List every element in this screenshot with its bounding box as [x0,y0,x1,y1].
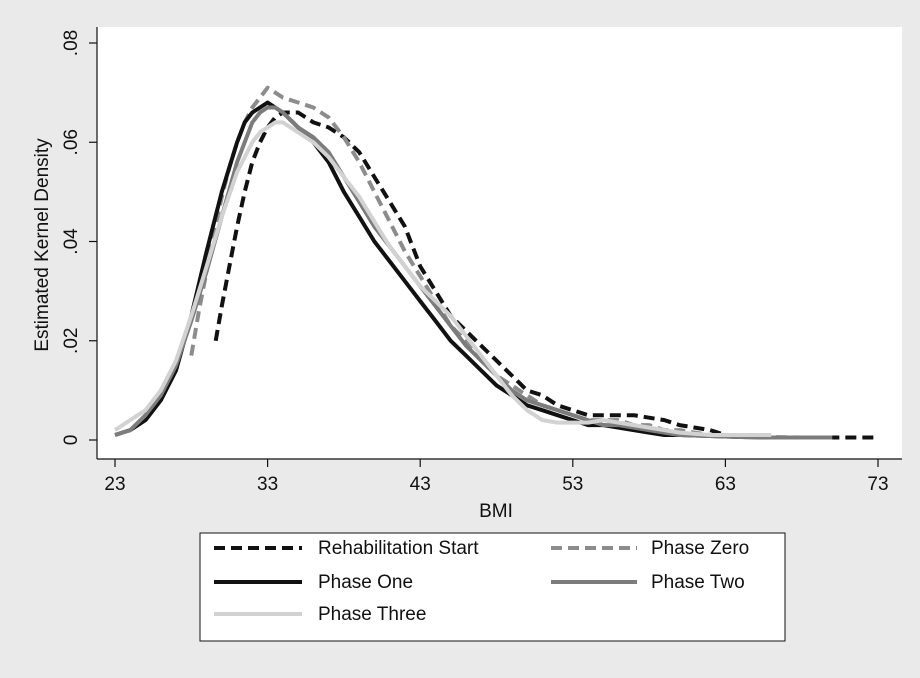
legend: Rehabilitation Start Phase Zero Phase One P… [214,538,749,625]
series-line-5 [113,120,772,437]
legend-label-3: Phase One [318,572,413,593]
x-tick-label: 73 [867,474,888,495]
plot-area [97,27,902,459]
x-axis-ticks: 23 33 43 53 63 73 [104,459,889,495]
x-tick-label: 23 [104,474,125,495]
legend-label-1: Rehabilitation Start [318,538,479,559]
x-axis-title: BMI [479,501,513,522]
x-tick-label: 43 [410,474,431,495]
y-tick-label: .06 [61,129,82,155]
series-lines [113,85,878,440]
y-tick-label: 0 [61,435,82,446]
legend-label-4: Phase Two [651,572,745,593]
y-tick-label: .02 [61,328,82,354]
y-tick-label: .04 [61,228,82,255]
x-tick-label: 53 [562,474,583,495]
legend-label-5: Phase Three [318,604,426,625]
y-axis-ticks: 0 .02 .04 .06 .08 [61,30,97,446]
series-line-3 [114,100,833,440]
x-tick-label: 33 [257,474,278,495]
y-axis-title: Estimated Kernel Density [32,138,53,352]
legend-box [199,532,786,642]
y-tick-label: .08 [61,30,82,56]
legend-label-2: Phase Zero [651,538,749,559]
x-tick-label: 63 [715,474,736,495]
